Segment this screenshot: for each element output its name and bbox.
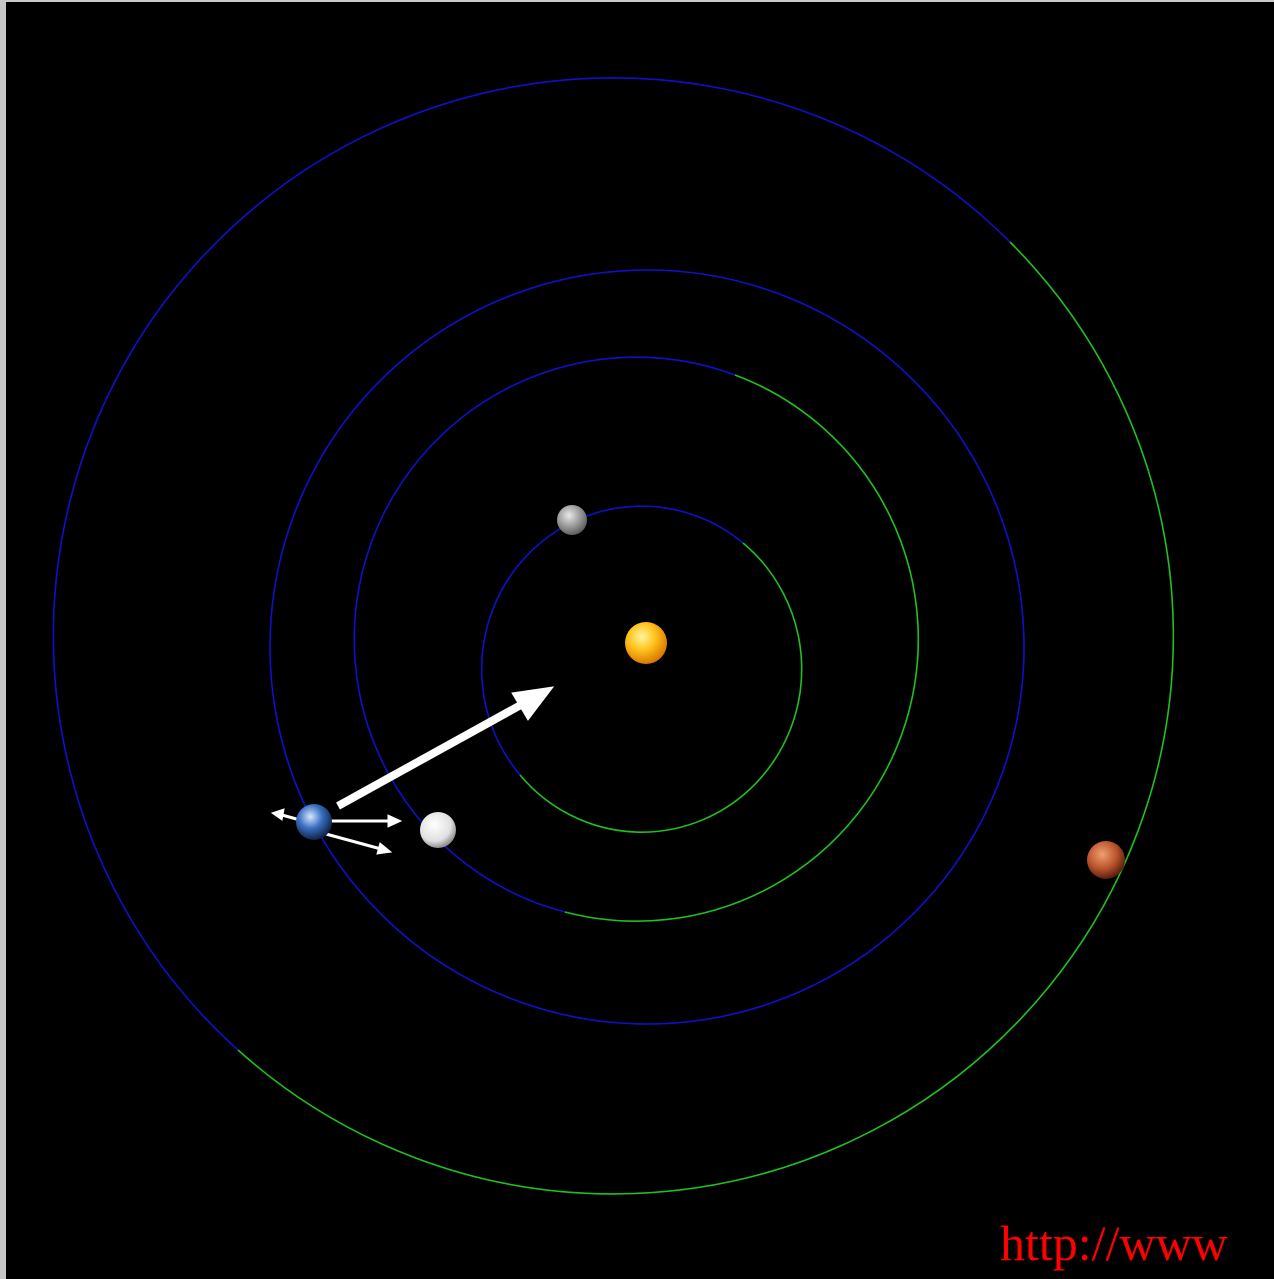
- orbit-1-trail: [519, 542, 803, 833]
- force-arrows: [270, 686, 555, 855]
- simulation-view: http://www: [6, 2, 1274, 1279]
- arrow-small-head: [387, 814, 403, 828]
- orbit-4-trail: [237, 241, 1175, 1195]
- orbits: [52, 77, 1175, 1195]
- arrow-small-head: [376, 842, 393, 855]
- arrow-large: [336, 697, 530, 810]
- footer-url: http://www: [1000, 1215, 1228, 1271]
- arrow-large-head: [511, 686, 555, 721]
- sun: [625, 622, 667, 664]
- orbit-2-trail: [564, 374, 920, 922]
- arrow-small: [325, 832, 382, 851]
- orbit-3-path: [269, 269, 1025, 1025]
- planet-mars: [1087, 841, 1125, 879]
- planet-white: [420, 812, 456, 848]
- planet-earth: [296, 804, 332, 840]
- orbit-4-path: [52, 77, 1011, 1051]
- arrow-small-head: [270, 808, 285, 821]
- planet-gray: [557, 505, 587, 535]
- orbit-1-path: [480, 505, 744, 776]
- orbit-canvas: [52, 77, 1175, 1195]
